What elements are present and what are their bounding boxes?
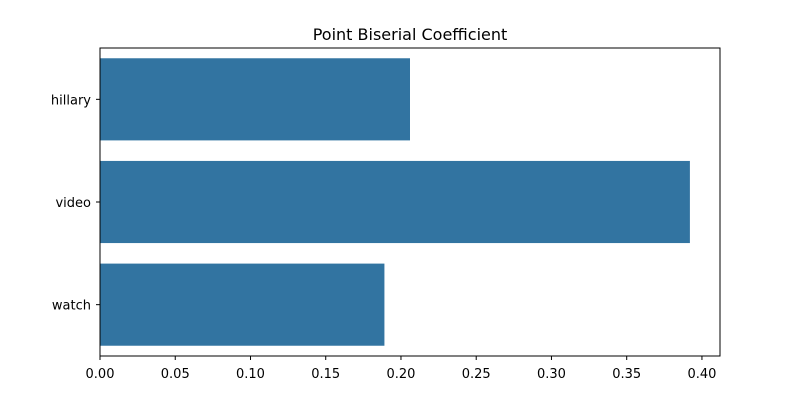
- y-tick-label: watch: [52, 299, 91, 314]
- x-axis: 0.00 0.05 0.10 0.15 0.20 0.25 0.30 0.35 0.40: [86, 356, 716, 382]
- bar-watch: [100, 263, 385, 346]
- x-tick-label: 0.10: [236, 367, 265, 382]
- bar-hillary: [100, 58, 410, 141]
- x-tick-label: 0.40: [687, 367, 716, 382]
- x-tick-label: 0.05: [161, 367, 190, 382]
- y-axis: hillary video watch: [51, 93, 100, 314]
- axes-frame: [99, 47, 721, 357]
- x-tick-label: 0.25: [462, 367, 491, 382]
- x-tick-label: 0.00: [86, 367, 115, 382]
- x-tick-label: 0.35: [612, 367, 641, 382]
- y-tick-label: hillary: [51, 93, 91, 108]
- x-tick-label: 0.30: [537, 367, 566, 382]
- x-tick-label: 0.20: [386, 367, 415, 382]
- y-tick-label: video: [55, 196, 91, 211]
- chart-title: Point Biserial Coefficient: [313, 25, 508, 44]
- bars-group: [100, 58, 690, 346]
- bar-video: [100, 160, 690, 244]
- x-tick-label: 0.15: [311, 367, 340, 382]
